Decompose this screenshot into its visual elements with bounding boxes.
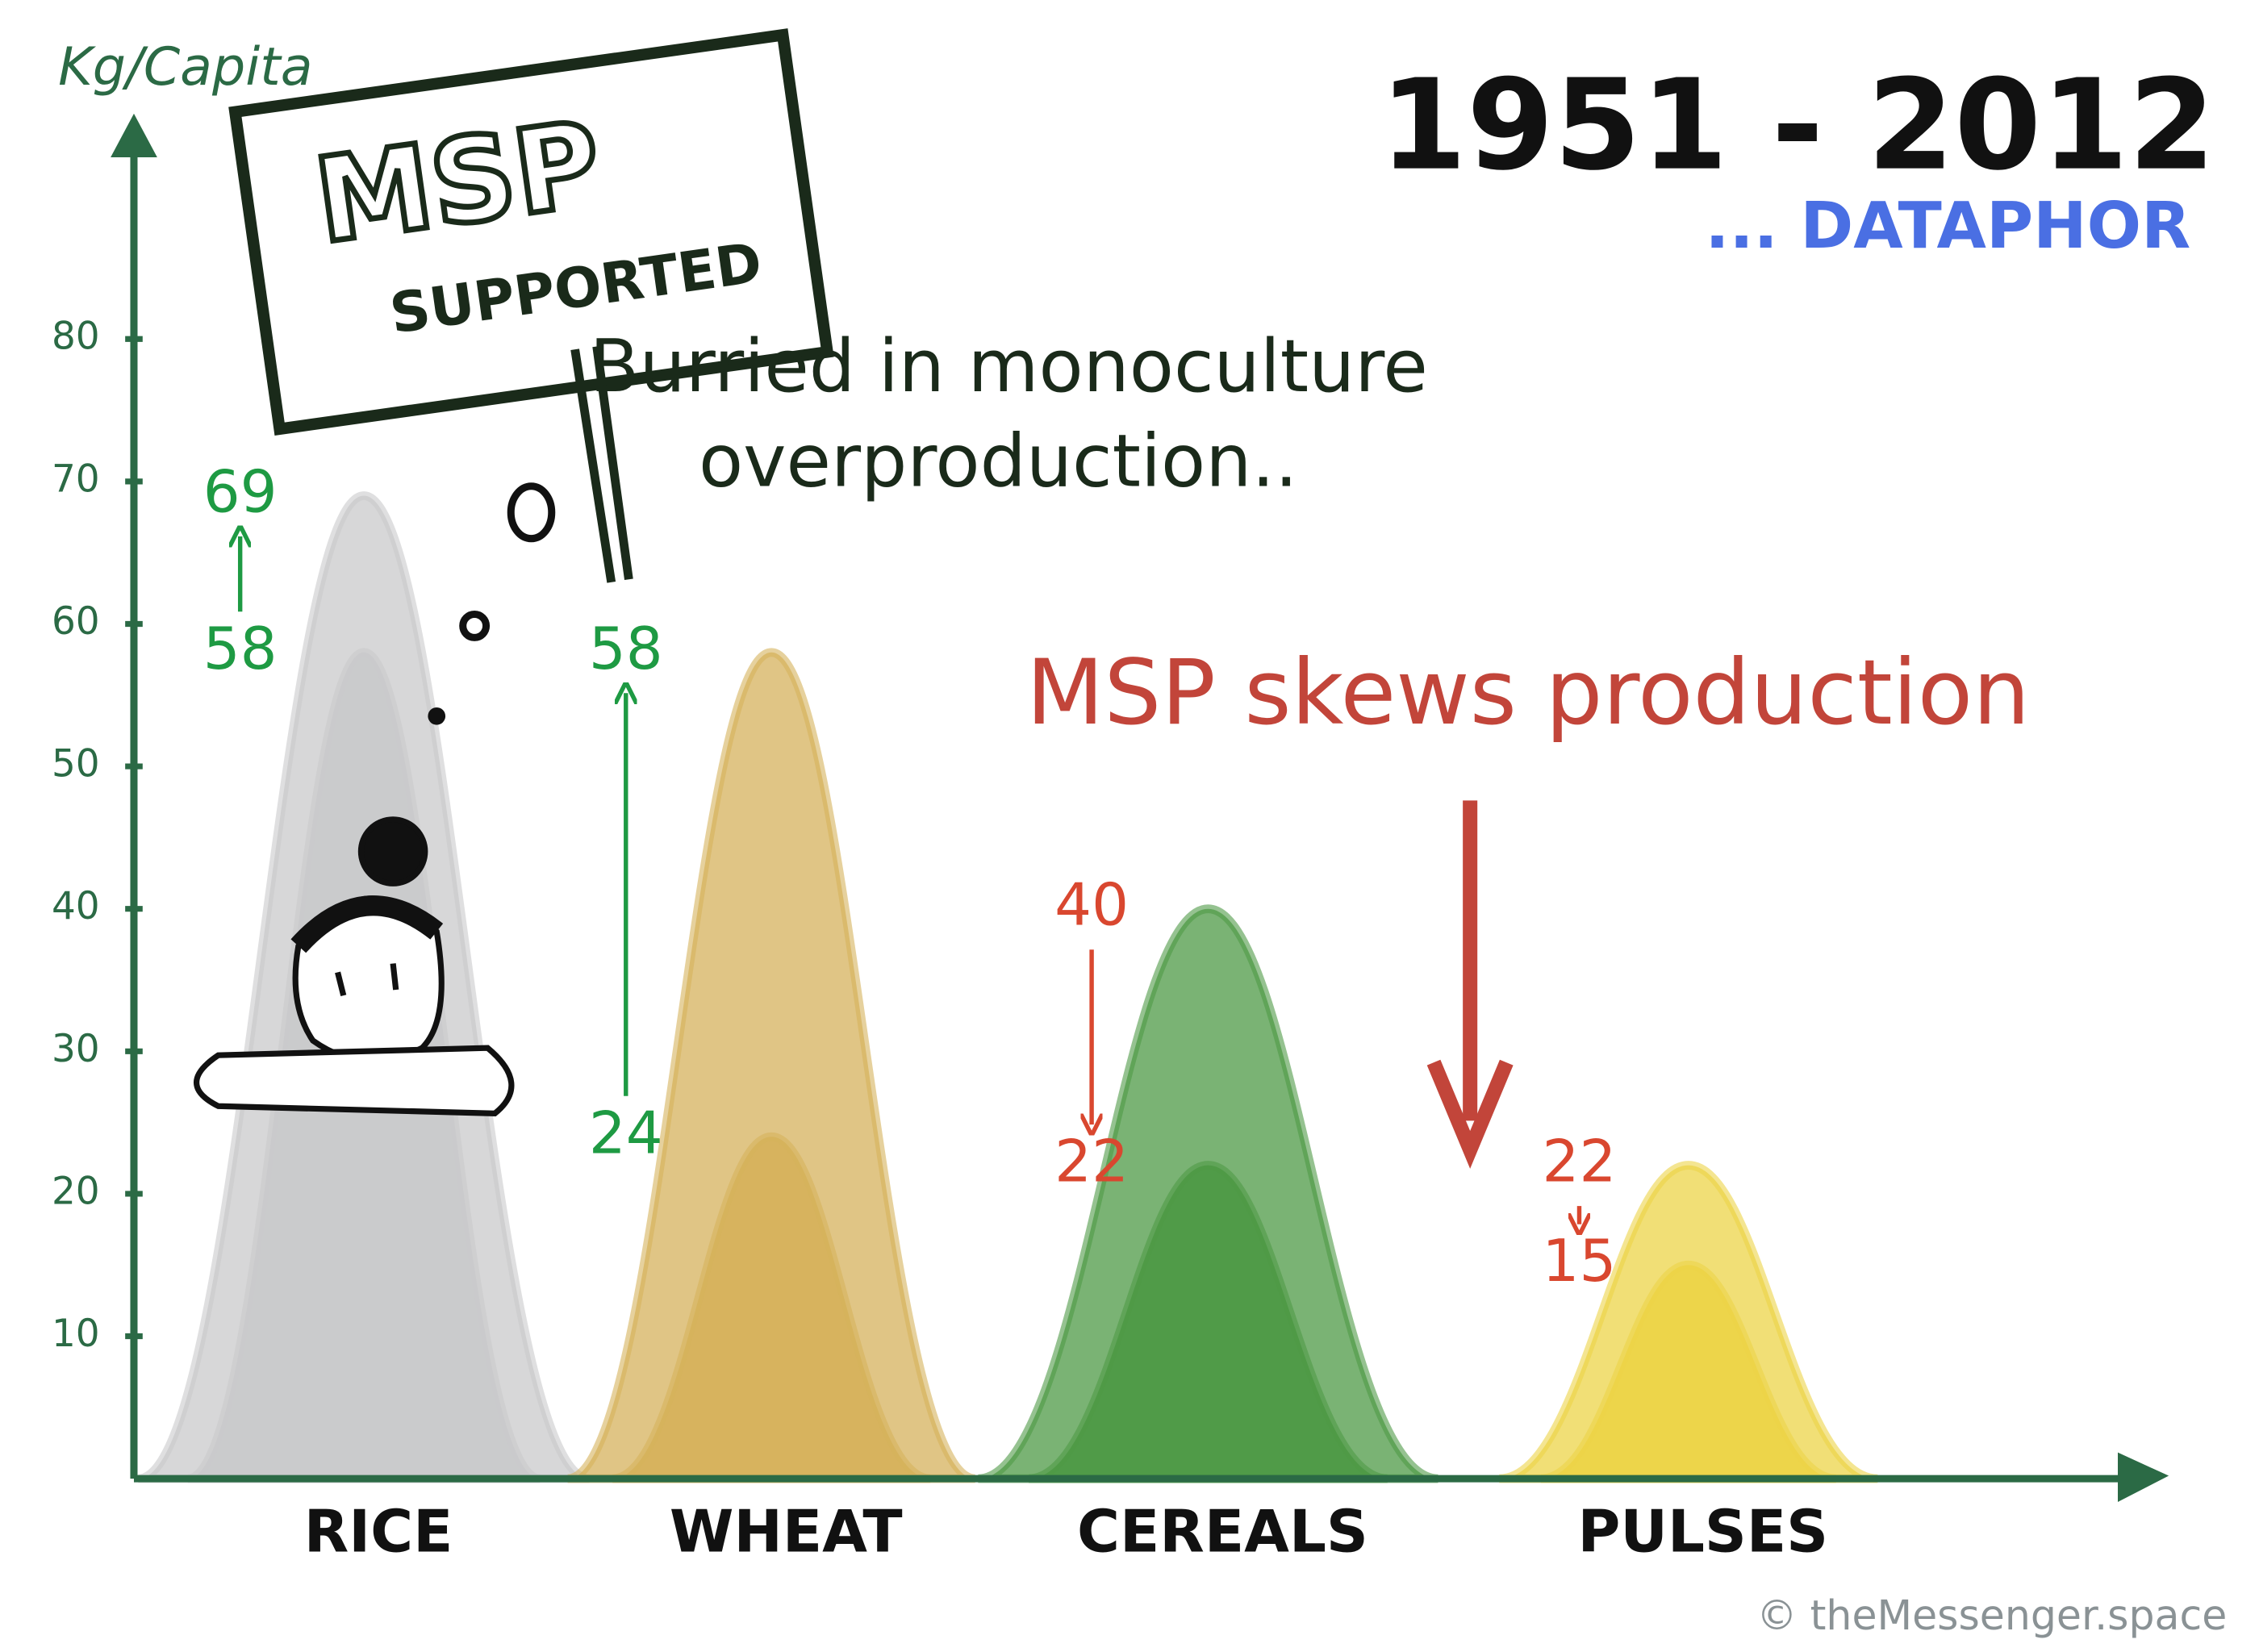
- sign-pole: [570, 345, 633, 583]
- y-tick-label: 40: [52, 884, 100, 928]
- chart-title: 1951 - 2012: [1380, 52, 2215, 198]
- chart-subtitle: ... DATAPHOR: [1705, 188, 2190, 263]
- thought-bubble: [459, 610, 491, 641]
- thought-bubble: [507, 482, 556, 543]
- annotation: overproduction..: [699, 419, 1298, 503]
- credit: © theMessenger.space: [1756, 1592, 2227, 1639]
- data-label: 22: [1054, 1128, 1129, 1196]
- x-axis-arrow: [2118, 1452, 2169, 1503]
- y-axis-arrow: [111, 113, 157, 158]
- data-label: 15: [1543, 1228, 1617, 1295]
- y-tick-label: 80: [52, 315, 100, 359]
- character: [194, 816, 515, 1116]
- y-tick-label: 20: [52, 1169, 100, 1213]
- x-tick-label: RICE: [304, 1499, 453, 1566]
- annotation: Burried in monoculture: [590, 324, 1428, 409]
- x-tick-label: PULSES: [1577, 1499, 1828, 1566]
- data-label: 69: [203, 459, 278, 527]
- sign: MSP SUPPORTED: [228, 28, 834, 436]
- data-label: 22: [1543, 1128, 1617, 1196]
- mound: [612, 1132, 931, 1483]
- annotation: MSP skews production: [1026, 640, 2030, 745]
- x-tick-label: WHEAT: [670, 1499, 903, 1566]
- data-label: 58: [203, 615, 278, 683]
- data-label: 40: [1054, 872, 1129, 940]
- thought-bubble: [428, 707, 446, 725]
- y-tick-label: 50: [52, 742, 100, 786]
- data-label: 58: [589, 615, 663, 683]
- mound: [1028, 1161, 1388, 1483]
- mound: [1540, 1260, 1837, 1483]
- y-tick-label: 30: [52, 1027, 100, 1071]
- y-tick-label: 10: [52, 1312, 100, 1356]
- sign-board: [228, 28, 834, 436]
- x-tick-label: CEREALS: [1077, 1499, 1368, 1566]
- mound: [566, 648, 976, 1483]
- data-label: 24: [589, 1099, 663, 1167]
- y-axis-label: Kg/Capita: [58, 37, 312, 98]
- y-tick-label: 70: [52, 457, 100, 501]
- y-tick-label: 60: [52, 599, 100, 644]
- annotation-arrow-head: [1426, 1059, 1514, 1169]
